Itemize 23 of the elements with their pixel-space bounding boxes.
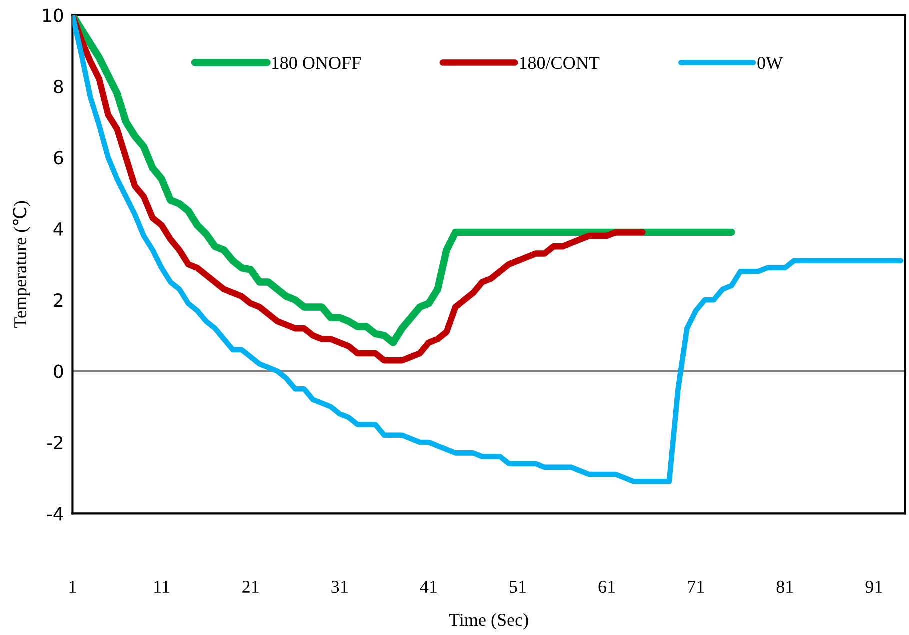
x-tick-label: 31: [332, 580, 348, 594]
y-tick-label: -4: [47, 507, 64, 521]
y-axis-title: Temperature (℃): [13, 201, 30, 328]
x-tick-label: 51: [510, 580, 526, 594]
x-tick-label: 61: [598, 580, 615, 594]
x-tick-label: 11: [154, 580, 170, 593]
legend-label: 180 ONOFF: [272, 57, 361, 70]
y-tick-label: -2: [47, 436, 63, 450]
x-axis-title: Time (Sec): [449, 613, 528, 630]
y-tick-label: 8: [54, 80, 64, 94]
y-tick-label: 6: [54, 151, 64, 165]
x-tick-label: 1: [70, 580, 76, 593]
y-tick-label: 2: [54, 294, 63, 307]
y-tick-label: 0: [54, 364, 64, 378]
legend-label: 180/CONT: [520, 57, 600, 70]
legend-label: 0W: [758, 57, 784, 70]
y-tick-label: 4: [54, 222, 64, 236]
y-tick-label: 10: [43, 8, 64, 22]
x-tick-label: 71: [688, 580, 704, 593]
x-tick-label: 91: [866, 580, 882, 594]
x-tick-label: 41: [420, 580, 437, 593]
x-tick-label: 81: [776, 580, 794, 594]
x-tick-label: 21: [242, 580, 259, 593]
